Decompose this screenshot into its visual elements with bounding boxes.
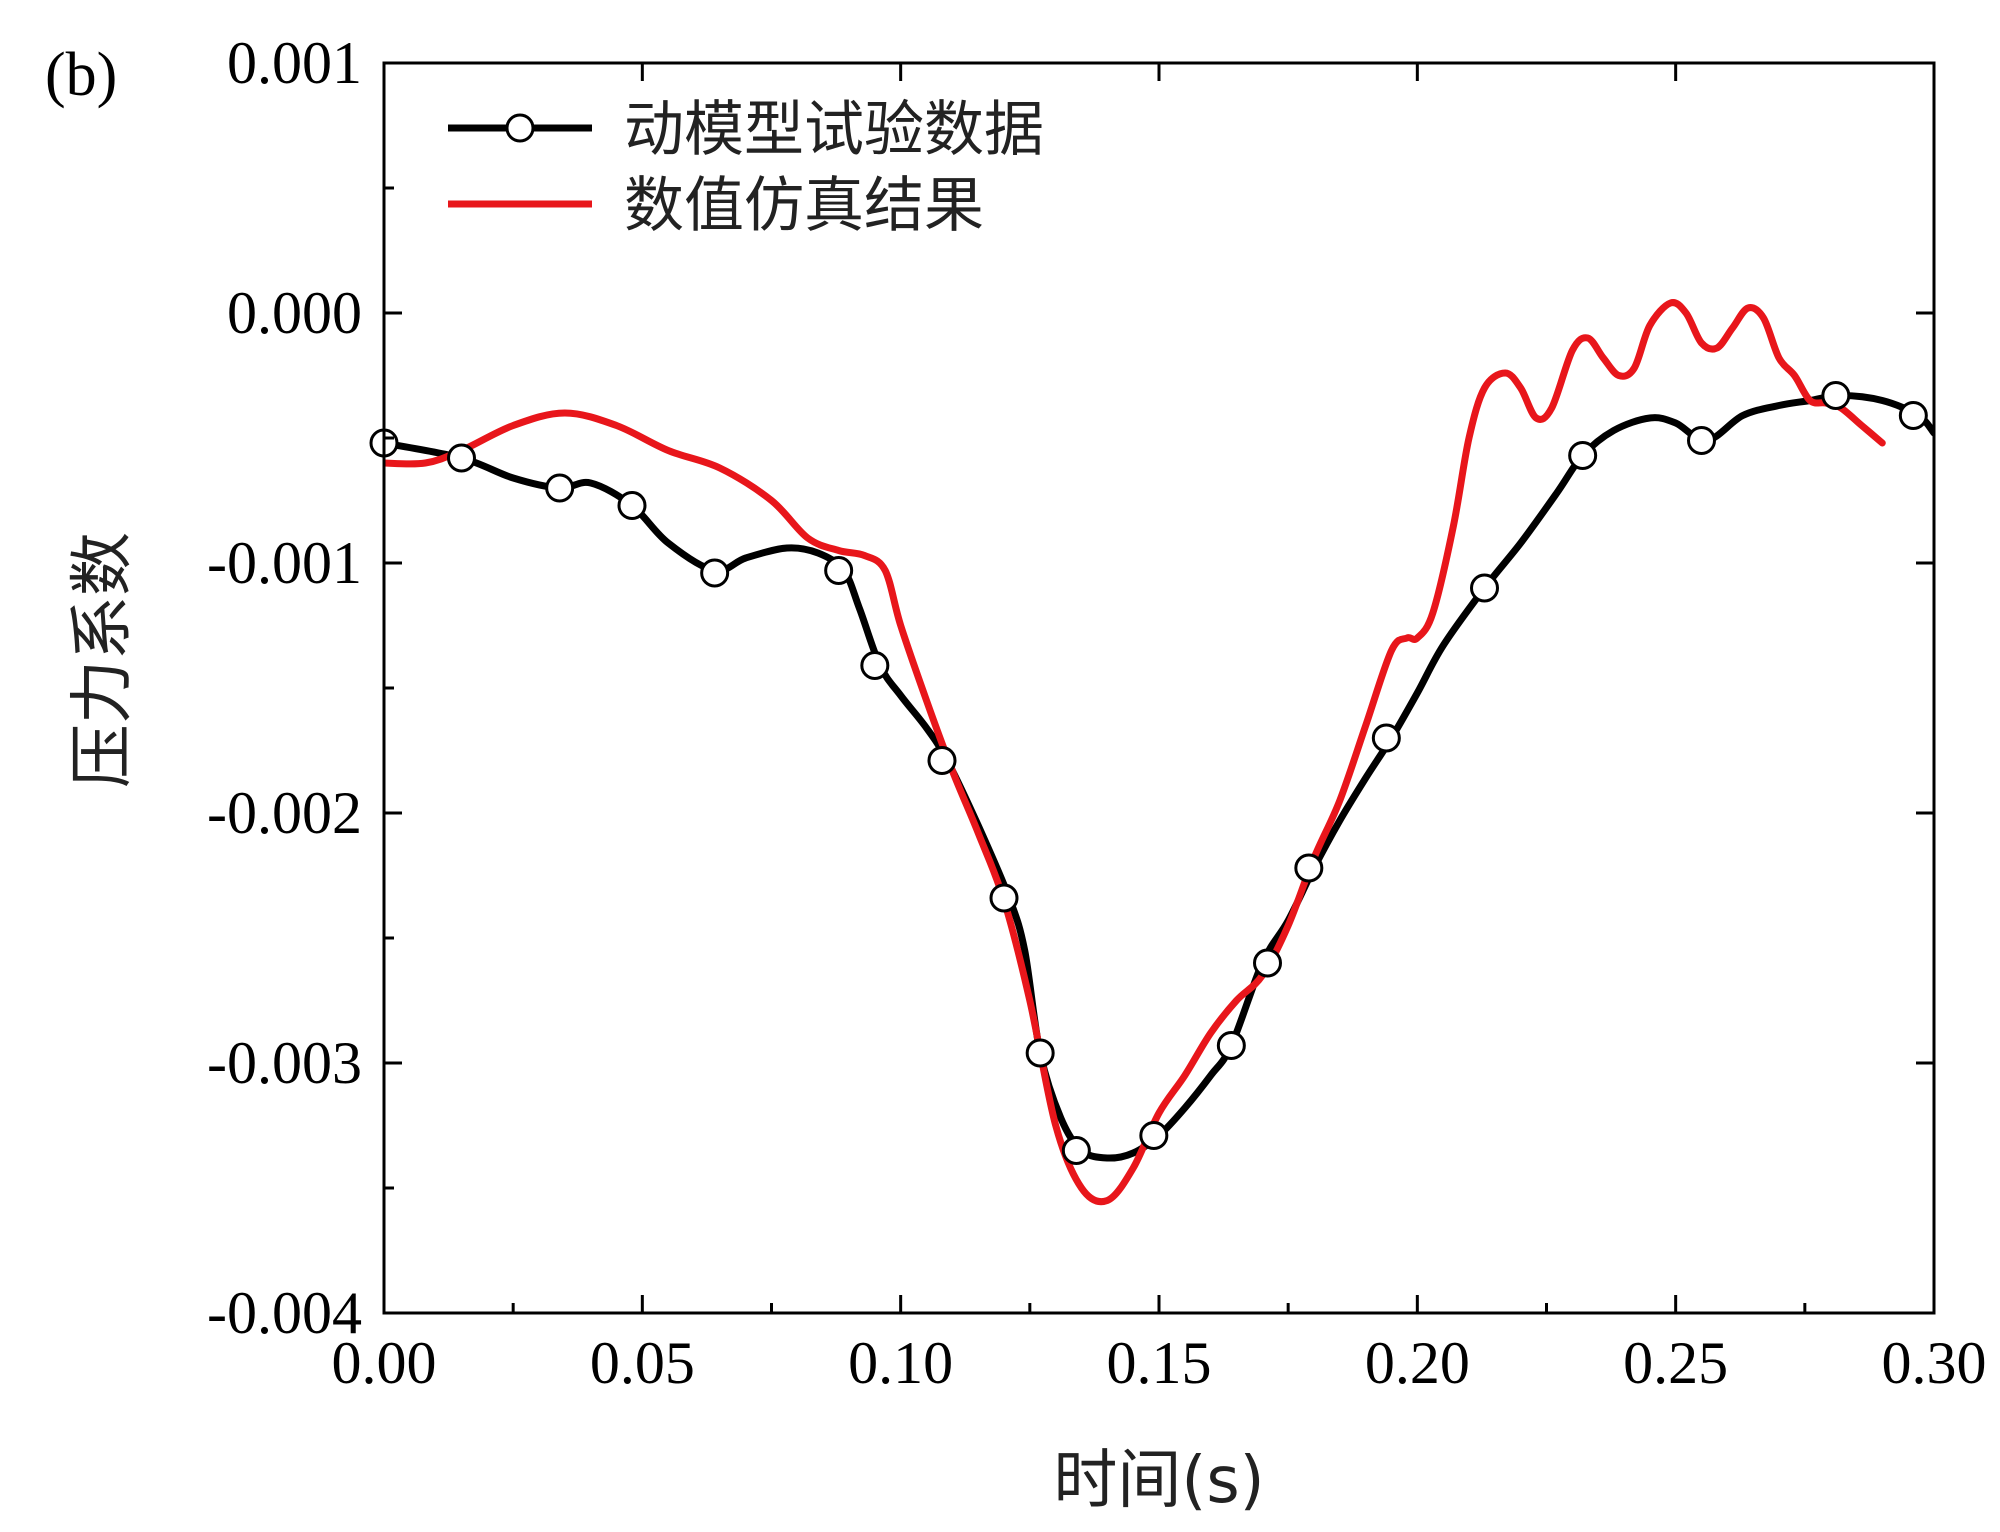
- y-axis: 0.001 0.000 -0.001 -0.002 -0.003 -0.004: [207, 30, 1934, 1346]
- x-tick-label: 0.05: [590, 1330, 695, 1396]
- experiment-data-point: [927, 746, 957, 775]
- experiment-data-point: [545, 473, 575, 503]
- panel-label: (b): [45, 41, 117, 109]
- x-axis: 0.00 0.05 0.10 0.15 0.20 0.25 0.30: [332, 63, 1987, 1396]
- x-tick-label: 0.30: [1882, 1330, 1987, 1396]
- legend-marker-experiment: [505, 113, 535, 143]
- experiment-data-point: [617, 491, 647, 520]
- y-axis-title: 压力系数: [66, 532, 140, 788]
- experiment-data-point: [1687, 426, 1716, 455]
- experiment-data-point: [1470, 573, 1499, 603]
- y-tick-label: -0.004: [207, 1280, 362, 1346]
- experiment-data-point: [1568, 441, 1598, 470]
- y-tick-label: -0.003: [207, 1030, 362, 1096]
- y-tick-label: -0.002: [207, 780, 362, 846]
- y-tick-label: 0.000: [227, 280, 362, 346]
- experiment-data-point: [1025, 1038, 1055, 1068]
- legend-label-simulation: 数值仿真结果: [624, 171, 984, 241]
- y-tick-label: -0.001: [207, 530, 362, 596]
- experiment-data-point: [1253, 948, 1282, 978]
- simulation-result-line: [384, 299, 1886, 1206]
- x-tick-label: 0.20: [1365, 1330, 1470, 1396]
- x-tick-label: 0.15: [1107, 1330, 1212, 1396]
- legend-label-experiment: 动模型试验数据: [624, 95, 1044, 165]
- legend: 动模型试验数据 数值仿真结果: [448, 95, 1044, 241]
- experiment-data-point: [1139, 1121, 1169, 1150]
- experiment-data-point: [1061, 1136, 1091, 1165]
- experiment-data-point: [1821, 381, 1851, 410]
- experiment-data-point: [860, 651, 890, 680]
- experiment-data-point: [1294, 853, 1324, 883]
- experiment-data-point: [989, 883, 1019, 913]
- x-tick-label: 0.00: [332, 1330, 437, 1396]
- experiment-data-point: [824, 556, 854, 585]
- experiment-data-point: [447, 443, 476, 473]
- x-axis-title: 时间(s): [1053, 1444, 1264, 1518]
- y-tick-label: 0.001: [227, 30, 362, 96]
- experiment-data-point: [1216, 1031, 1246, 1060]
- experiment-data-point: [700, 558, 730, 588]
- experiment-data-point: [1898, 401, 1928, 430]
- x-tick-label: 0.10: [848, 1330, 953, 1396]
- x-tick-label: 0.25: [1623, 1330, 1728, 1396]
- experiment-data-point: [1371, 723, 1401, 753]
